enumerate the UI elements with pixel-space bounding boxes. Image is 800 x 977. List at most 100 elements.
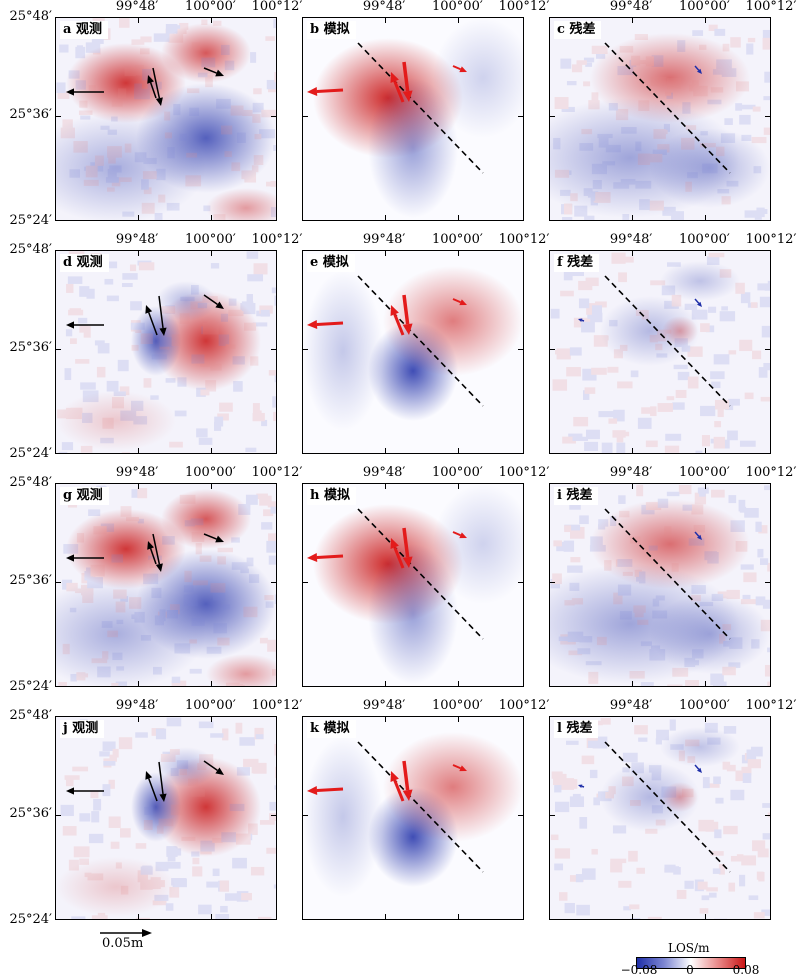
panel-label: g 观测 xyxy=(60,487,109,505)
deformation-map-residual xyxy=(550,18,770,220)
longitude-label: 99°48′ xyxy=(362,232,406,247)
colorbar-mid-label: 0 xyxy=(686,963,694,977)
frame-tick xyxy=(705,18,707,23)
frame-tick xyxy=(458,681,460,686)
frame-tick xyxy=(56,814,61,816)
gps-arrow-icon xyxy=(203,67,224,77)
gps-arrow-icon xyxy=(152,67,163,106)
frame-tick xyxy=(705,215,707,220)
model-arrow-icon xyxy=(452,298,467,306)
frame-tick xyxy=(211,681,213,686)
deformation-map-residual xyxy=(550,717,770,919)
longitude-label: 100°12′ xyxy=(498,698,550,713)
panel-label: l 残差 xyxy=(554,720,599,738)
longitude-label: 100°12′ xyxy=(745,465,797,480)
latitude-label: 25°48′ xyxy=(9,708,52,723)
model-arrow-icon xyxy=(390,72,405,103)
gps-arrow-icon xyxy=(203,760,224,775)
longitude-label: 100°12′ xyxy=(745,698,797,713)
deformation-map-simulated xyxy=(303,717,523,919)
frame-tick xyxy=(632,448,634,453)
scale-label: 0.05m xyxy=(102,936,144,951)
frame-tick xyxy=(56,348,61,350)
frame-tick xyxy=(138,484,140,489)
frame-tick xyxy=(458,215,460,220)
frame-tick xyxy=(458,914,460,919)
model-arrow-icon xyxy=(452,65,467,73)
frame-tick xyxy=(458,717,460,722)
colorbar-max-label: 0.08 xyxy=(732,963,760,977)
longitude-label: 99°48′ xyxy=(115,465,159,480)
model-arrow-icon xyxy=(307,86,344,96)
longitude-label: 100°00′ xyxy=(184,0,236,14)
longitude-label: 99°48′ xyxy=(115,0,159,14)
panel-residual: i 残差 xyxy=(549,483,771,687)
frame-tick xyxy=(211,215,213,220)
subsidence-lobe xyxy=(156,281,216,321)
deformation-map-simulated xyxy=(303,18,523,220)
longitude-label: 100°12′ xyxy=(745,0,797,14)
model-arrow-icon xyxy=(452,531,467,539)
frame-tick xyxy=(632,18,634,23)
subsidence-lobe xyxy=(131,772,181,842)
longitude-label: 100°00′ xyxy=(431,0,483,14)
frame-tick xyxy=(458,18,460,23)
panel-residual: l 残差 xyxy=(549,716,771,920)
deformation-map-residual xyxy=(550,484,770,686)
subsidence-lobe xyxy=(660,261,740,301)
panel-label: b 模拟 xyxy=(307,21,356,39)
frame-tick xyxy=(303,814,308,816)
noise-texture xyxy=(553,24,770,220)
subsidence-lobe xyxy=(660,727,740,767)
frame-tick xyxy=(138,717,140,722)
frame-tick xyxy=(56,581,61,583)
frame-tick xyxy=(271,348,276,350)
scale-arrow-icon xyxy=(100,929,152,937)
noise-texture xyxy=(550,718,770,919)
longitude-label: 99°48′ xyxy=(609,465,653,480)
frame-tick xyxy=(518,348,523,350)
frame-tick xyxy=(385,914,387,919)
gps-arrow-icon xyxy=(152,533,163,572)
panel-simulated: k 模拟 xyxy=(302,716,524,920)
gps-arrow-icon xyxy=(203,533,224,543)
latitude-label: 25°24′ xyxy=(9,679,52,694)
panel-residual: c 残差 xyxy=(549,17,771,221)
panel-label: k 模拟 xyxy=(307,720,356,738)
colorbar-title: LOS/m xyxy=(668,941,710,955)
frame-tick xyxy=(271,814,276,816)
latitude-label: 25°36′ xyxy=(9,106,52,122)
longitude-label: 100°00′ xyxy=(184,232,236,247)
frame-tick xyxy=(271,115,276,117)
frame-tick xyxy=(211,717,213,722)
frame-tick xyxy=(211,251,213,256)
residual-arrow-icon xyxy=(694,298,702,307)
frame-tick xyxy=(632,681,634,686)
panel-observed: g 观测 xyxy=(55,483,277,687)
gps-arrow-icon xyxy=(145,771,158,802)
gps-arrow-icon xyxy=(66,321,104,329)
frame-tick xyxy=(518,581,523,583)
deformation-map-residual xyxy=(550,251,770,453)
subsidence-lobe xyxy=(433,484,523,604)
gps-arrow-icon xyxy=(158,295,167,336)
frame-tick xyxy=(705,448,707,453)
panel-observed: j 观测 xyxy=(55,716,277,920)
frame-tick xyxy=(632,251,634,256)
panel-label: f 残差 xyxy=(554,254,600,272)
panel-residual: f 残差 xyxy=(549,250,771,454)
frame-tick xyxy=(138,18,140,23)
frame-tick xyxy=(385,717,387,722)
model-arrow-icon xyxy=(307,785,344,795)
panel-observed: d 观测 xyxy=(55,250,277,454)
deformation-map-observed xyxy=(56,484,276,686)
panel-label: i 残差 xyxy=(554,487,599,505)
frame-tick xyxy=(211,914,213,919)
frame-tick xyxy=(303,581,308,583)
subsidence-lobe xyxy=(56,113,206,220)
frame-tick xyxy=(303,115,308,117)
frame-tick xyxy=(271,581,276,583)
frame-tick xyxy=(385,484,387,489)
latitude-label: 25°36′ xyxy=(9,805,52,821)
model-arrow-icon xyxy=(402,294,413,335)
